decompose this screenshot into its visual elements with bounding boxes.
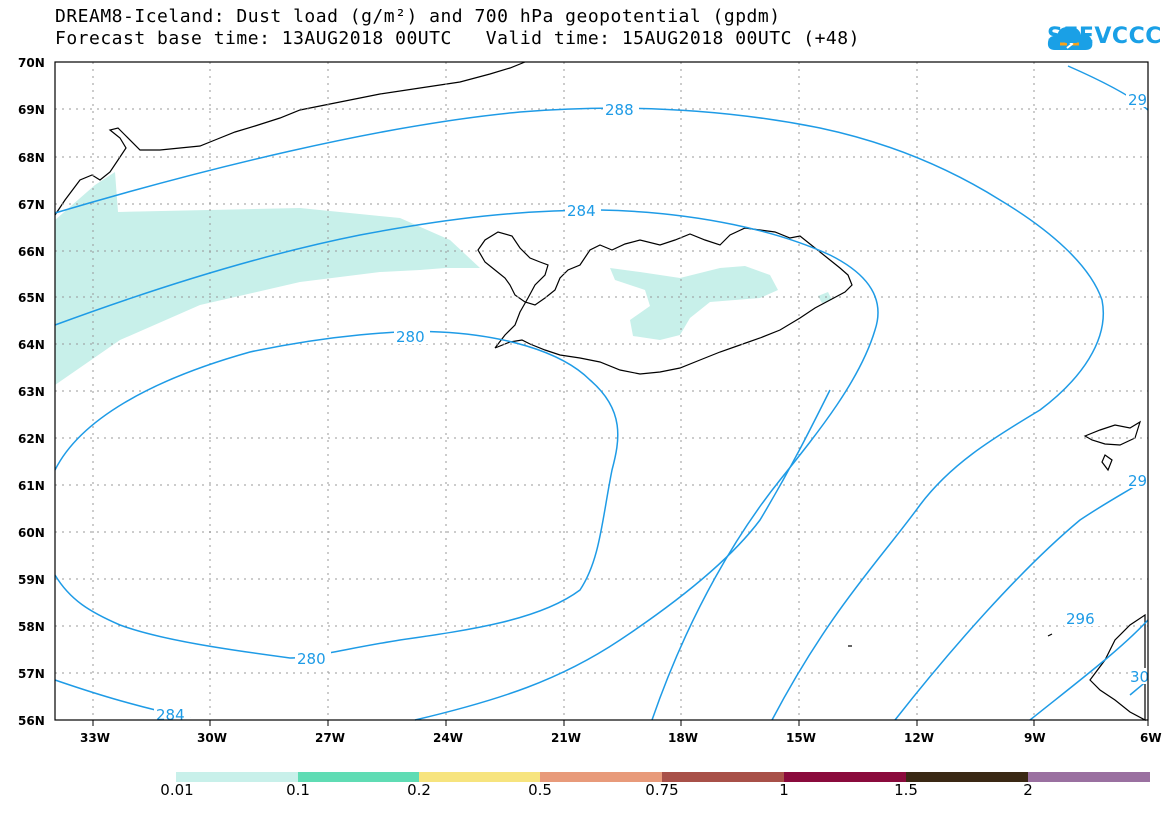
axis-ticks <box>92 720 1149 726</box>
dust-load-shading <box>55 172 832 385</box>
colorbar-label: 1.5 <box>894 781 918 799</box>
lat-label: 59N <box>18 573 45 587</box>
colorbar-label: 2 <box>1023 781 1033 799</box>
coastlines <box>54 61 1146 721</box>
logo-text: SEEVCCC <box>1047 24 1162 49</box>
contour-labels: 288 284 280 280 284 29 29 296 30 <box>154 91 1150 724</box>
latitude-labels: 70N 69N 68N 67N 66N 65N 64N 63N 62N 61N … <box>18 56 45 728</box>
colorbar-label: 0.2 <box>407 781 431 799</box>
lon-label: 6W <box>1140 731 1162 745</box>
lat-label: 69N <box>18 103 45 117</box>
contour-label-296: 296 <box>1066 610 1095 628</box>
colorbar-segment <box>176 772 298 782</box>
lat-label: 58N <box>18 620 45 634</box>
lat-label: 60N <box>18 526 45 540</box>
colorbar <box>176 772 1150 782</box>
lat-label: 62N <box>18 432 45 446</box>
map-frame <box>54 61 1149 721</box>
contour-label-280-upper: 280 <box>396 328 425 346</box>
contour-label-284-bottom: 284 <box>156 706 185 724</box>
lat-label: 65N <box>18 291 45 305</box>
colorbar-segment <box>419 772 540 782</box>
contour-label-288: 288 <box>605 101 634 119</box>
colorbar-label: 1 <box>779 781 789 799</box>
lat-label: 57N <box>18 667 45 681</box>
gridlines <box>55 62 1148 720</box>
colorbar-segment <box>540 772 662 782</box>
lon-label: 27W <box>315 731 345 745</box>
lat-label: 63N <box>18 385 45 399</box>
lat-label: 66N <box>18 245 45 259</box>
colorbar-label: 0.75 <box>645 781 679 799</box>
contour-label-284-top: 284 <box>567 202 596 220</box>
lon-label: 33W <box>80 731 110 745</box>
lon-label: 30W <box>197 731 227 745</box>
geopotential-contours <box>54 65 1149 721</box>
lat-label: 61N <box>18 479 45 493</box>
lon-label: 18W <box>668 731 698 745</box>
lat-label: 70N <box>18 56 45 70</box>
lat-label: 67N <box>18 198 45 212</box>
map-title: DREAM8-Iceland: Dust load (g/m²) and 700… <box>55 6 781 27</box>
lat-label: 56N <box>18 714 45 728</box>
lon-label: 15W <box>786 731 816 745</box>
colorbar-segment <box>1028 772 1150 782</box>
contour-label-292-mid: 29 <box>1128 472 1147 490</box>
map-subtitle: Forecast base time: 13AUG2018 00UTC Vali… <box>55 28 860 49</box>
colorbar-segment <box>906 772 1028 782</box>
lon-label: 21W <box>551 731 581 745</box>
colorbar-segment <box>662 772 784 782</box>
colorbar-segment <box>298 772 419 782</box>
lat-label: 64N <box>18 338 45 352</box>
contour-label-292-top: 29 <box>1128 91 1147 109</box>
colorbar-label: 0.5 <box>528 781 552 799</box>
cloud-icon <box>1047 26 1093 50</box>
colorbar-label: 0.01 <box>160 781 194 799</box>
lat-label: 68N <box>18 151 45 165</box>
lon-label: 9W <box>1024 731 1046 745</box>
colorbar-label: 0.1 <box>286 781 310 799</box>
contour-label-300: 30 <box>1130 668 1149 686</box>
colorbar-segment <box>784 772 906 782</box>
lon-label: 24W <box>433 731 463 745</box>
longitude-labels: 33W 30W 27W 24W 21W 18W 15W 12W 9W 6W <box>80 731 1162 745</box>
lon-label: 12W <box>904 731 934 745</box>
contour-label-280-lower: 280 <box>297 650 326 668</box>
